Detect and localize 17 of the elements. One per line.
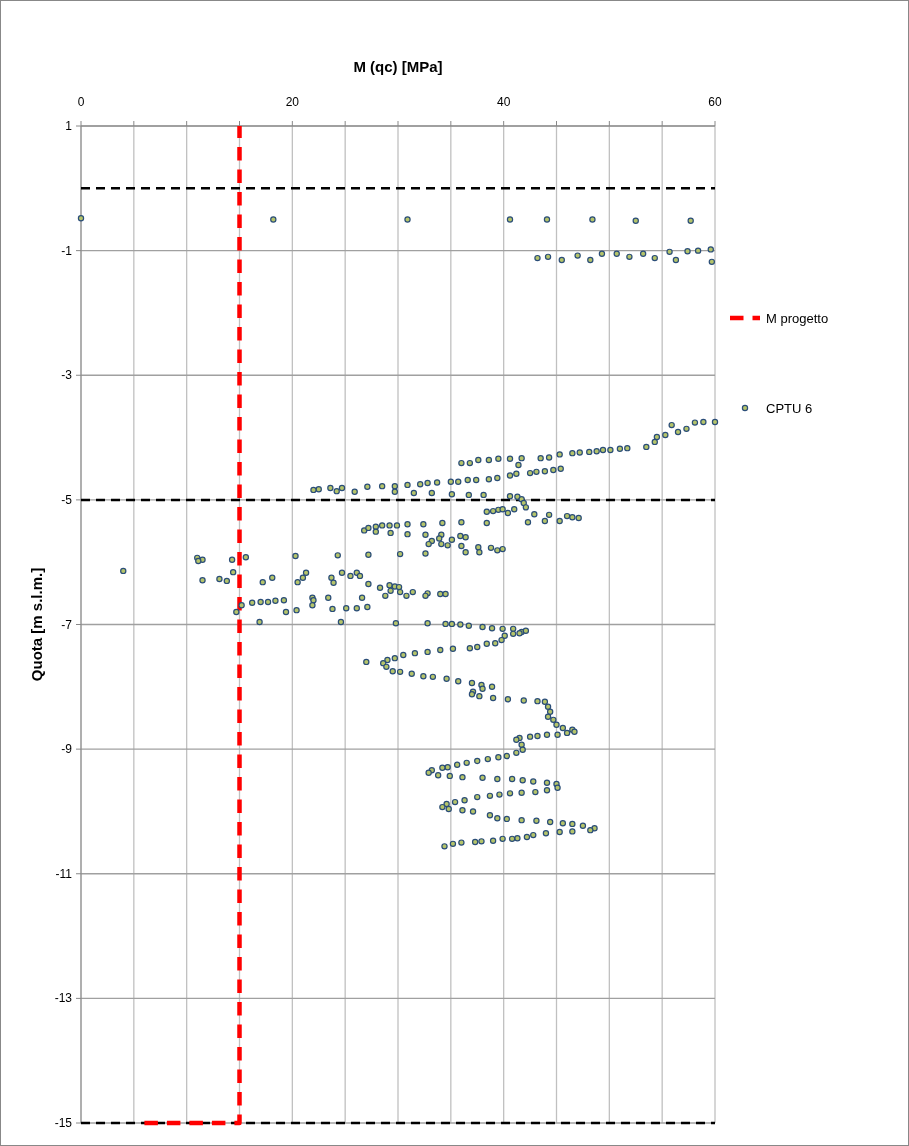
x-tick-label: 60 (708, 95, 722, 109)
y-tick-label: -5 (61, 492, 73, 507)
legend-label: M progetto (766, 310, 829, 326)
y-tick-label: -11 (55, 866, 73, 881)
y-axis-title: Quota [m s.l.m.] (28, 567, 45, 682)
x-tick-label: 0 (77, 95, 85, 109)
y-tick-label: -7 (61, 617, 73, 632)
x-tick-label: 40 (496, 95, 511, 109)
legend-label: CPTU 6 (766, 400, 813, 416)
y-tick-label: -1 (61, 243, 73, 258)
y-tick-label: 1 (65, 119, 73, 133)
x-axis-title: M (qc) [MPa] (353, 58, 443, 75)
y-tick-label: -9 (61, 742, 73, 757)
y-tick-label: -13 (54, 991, 73, 1006)
x-tick-label: 20 (285, 95, 300, 109)
y-tick-label: -3 (61, 368, 73, 383)
y-tick-label: -15 (54, 1116, 73, 1130)
